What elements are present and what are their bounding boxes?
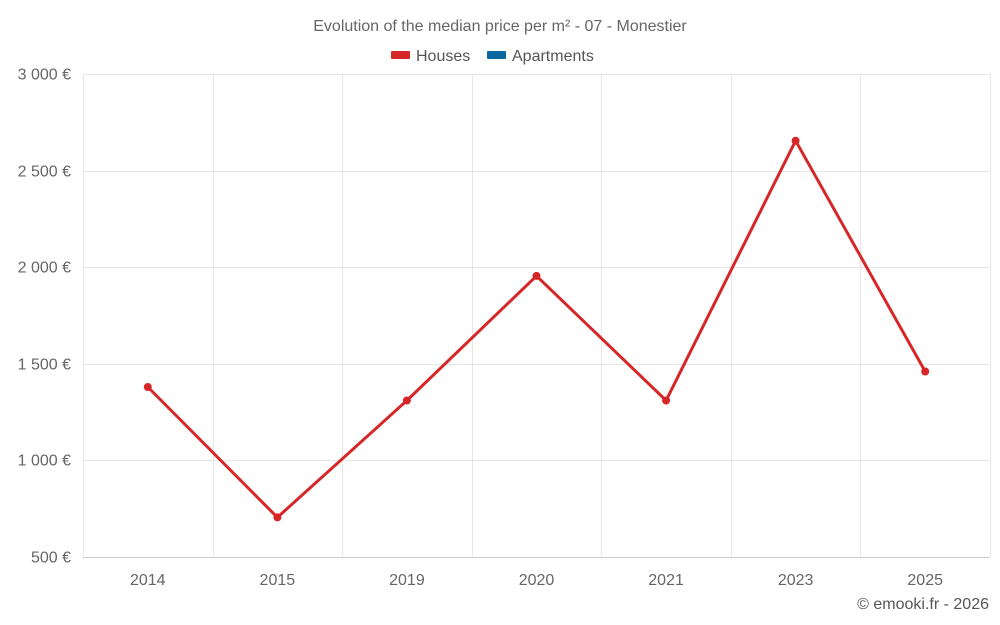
x-gridlines	[83, 74, 991, 557]
x-tick-label: 2020	[519, 572, 555, 589]
data-point-houses[interactable]	[143, 383, 152, 391]
y-tick-label: 2 500 €	[18, 164, 71, 181]
data-point-houses[interactable]	[532, 271, 541, 280]
credit-text: © emooki.fr - 2026	[857, 596, 989, 613]
x-tick-label: 2025	[907, 572, 943, 589]
x-tick-label: 2023	[778, 572, 814, 589]
x-tick-label: 2015	[260, 572, 296, 589]
x-tick-label: 2021	[648, 572, 684, 589]
y-tick-label: 3 000 €	[18, 67, 71, 84]
data-point-houses[interactable]	[402, 396, 411, 405]
x-tick-label: 2014	[130, 572, 166, 589]
legend-swatch-houses[interactable]	[391, 51, 410, 59]
x-axis-ticks: 2014 2015 2019 2020 2021 2023 2025	[130, 572, 943, 589]
data-point-houses[interactable]	[273, 513, 282, 522]
legend-swatch-apartments[interactable]	[487, 51, 506, 59]
x-tick-label: 2019	[389, 572, 425, 589]
y-gridlines	[83, 74, 990, 461]
y-tick-label: 500 €	[31, 550, 71, 567]
data-point-houses[interactable]	[791, 136, 800, 145]
legend-label-apartments[interactable]: Apartments	[512, 48, 594, 65]
legend-label-houses[interactable]: Houses	[416, 48, 470, 65]
y-tick-label: 2 000 €	[18, 260, 71, 277]
y-tick-label: 1 500 €	[18, 357, 71, 374]
y-axis-ticks: 500 € 1 000 € 1 500 € 2 000 € 2 500 € 3 000 €	[18, 67, 71, 567]
legend: Houses Apartments	[391, 48, 594, 65]
y-tick-label: 1 000 €	[18, 453, 71, 470]
chart-title: Evolution of the median price per m² - 0…	[313, 18, 687, 35]
data-point-houses[interactable]	[662, 396, 671, 405]
data-point-houses[interactable]	[921, 367, 930, 376]
series-layer	[143, 136, 930, 522]
